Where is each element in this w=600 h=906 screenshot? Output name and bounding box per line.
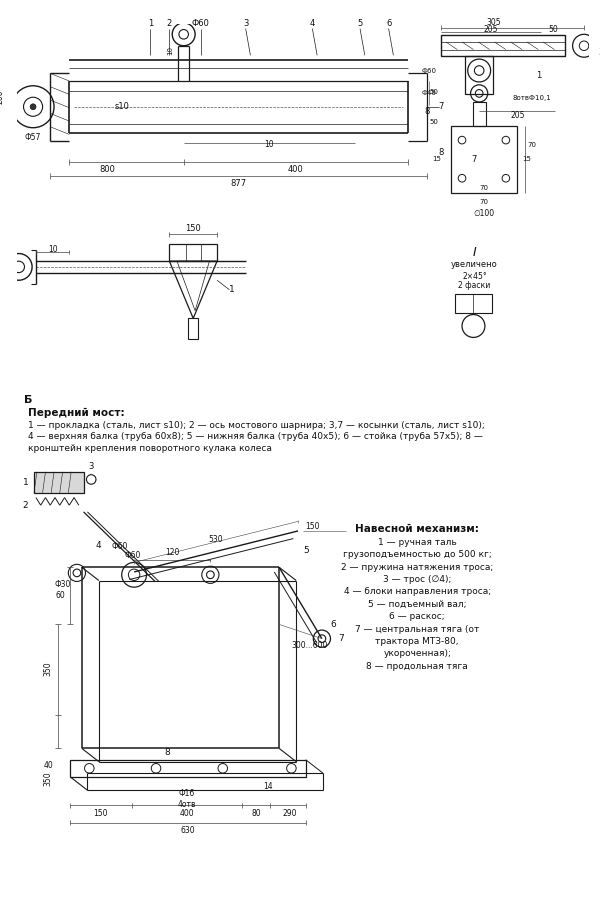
Text: 150: 150 xyxy=(305,522,320,531)
Text: 150: 150 xyxy=(94,808,108,817)
Text: Б: Б xyxy=(25,395,33,405)
Text: Ф30: Ф30 xyxy=(55,580,71,589)
Bar xyxy=(188,318,198,340)
Text: 3: 3 xyxy=(599,48,600,57)
Text: 8: 8 xyxy=(164,747,170,757)
Text: I: I xyxy=(473,246,476,259)
Text: 3: 3 xyxy=(89,462,94,470)
Text: 530: 530 xyxy=(209,535,223,544)
Text: Ф60: Ф60 xyxy=(421,68,436,73)
Text: 8: 8 xyxy=(439,148,444,157)
Text: 400: 400 xyxy=(179,808,194,817)
Bar xyxy=(70,760,305,776)
Text: 4отв: 4отв xyxy=(177,800,196,809)
Text: 205: 205 xyxy=(510,111,524,120)
Text: 350: 350 xyxy=(44,772,53,786)
Text: 800: 800 xyxy=(100,165,115,174)
Text: 8отвФ10,1: 8отвФ10,1 xyxy=(512,95,551,101)
Text: 6: 6 xyxy=(386,19,391,28)
Text: 1 — ручная таль: 1 — ручная таль xyxy=(378,538,457,547)
Text: 10: 10 xyxy=(48,246,58,255)
Text: 7: 7 xyxy=(472,155,477,164)
Text: 4 — блоки направления троса;: 4 — блоки направления троса; xyxy=(344,587,491,596)
Text: 5: 5 xyxy=(358,19,362,28)
Text: 150: 150 xyxy=(185,225,201,233)
Text: Ф57: Ф57 xyxy=(25,133,41,141)
Text: 6: 6 xyxy=(331,620,336,629)
Bar xyxy=(34,472,83,493)
Text: 8 — продольная тяга: 8 — продольная тяга xyxy=(367,661,468,670)
Text: 350: 350 xyxy=(44,662,53,677)
Text: ∅100: ∅100 xyxy=(473,209,494,218)
Text: 290: 290 xyxy=(282,808,297,817)
Bar xyxy=(465,56,493,94)
Bar xyxy=(455,294,491,313)
Text: 1: 1 xyxy=(536,71,541,80)
Text: 877: 877 xyxy=(230,179,246,188)
Text: 305: 305 xyxy=(486,18,501,27)
Text: 3: 3 xyxy=(243,19,248,28)
Text: s10: s10 xyxy=(114,102,129,111)
Text: 630: 630 xyxy=(180,825,195,834)
Text: 120: 120 xyxy=(165,548,179,557)
Text: Ф60: Ф60 xyxy=(192,19,210,28)
Text: 2: 2 xyxy=(167,19,172,28)
Text: 3 — трос (∅4);: 3 — трос (∅4); xyxy=(383,575,451,584)
Text: увеличено: увеличено xyxy=(451,261,498,269)
Text: Ф16: Ф16 xyxy=(178,788,194,797)
Text: 14: 14 xyxy=(263,782,272,791)
Text: 40: 40 xyxy=(43,761,53,770)
Text: 10: 10 xyxy=(265,140,274,149)
Text: кронштейн крепления поворотного кулака колеса: кронштейн крепления поворотного кулака к… xyxy=(28,444,272,452)
Text: 80: 80 xyxy=(251,808,261,817)
Text: 4 — верхняя балка (труба 60х8); 5 — нижняя балка (труба 40х5); 6 — стойка (труба: 4 — верхняя балка (труба 60х8); 5 — нижн… xyxy=(28,432,483,441)
Text: 50: 50 xyxy=(430,119,439,125)
Text: 300...600: 300...600 xyxy=(292,641,328,650)
Text: 7: 7 xyxy=(439,102,444,111)
Text: 60: 60 xyxy=(56,592,65,601)
Text: 6 — раскос;: 6 — раскос; xyxy=(389,612,445,622)
Text: Навесной механизм:: Навесной механизм: xyxy=(355,524,479,534)
Text: 1: 1 xyxy=(148,19,153,28)
Text: Ф60: Ф60 xyxy=(124,551,140,560)
Text: 2×45°: 2×45° xyxy=(462,272,487,281)
Text: грузоподъемностью до 500 кг;: грузоподъемностью до 500 кг; xyxy=(343,550,491,559)
Text: 400: 400 xyxy=(287,165,303,174)
Text: 8: 8 xyxy=(424,107,430,116)
Text: 205: 205 xyxy=(484,25,498,34)
Text: 50: 50 xyxy=(430,90,439,95)
Text: Ф60: Ф60 xyxy=(112,542,128,551)
Bar xyxy=(441,35,565,56)
Text: Ф40: Ф40 xyxy=(421,91,436,96)
Text: 1: 1 xyxy=(23,477,28,487)
Text: 200: 200 xyxy=(0,89,4,103)
Text: 2 фаски: 2 фаски xyxy=(458,282,491,291)
Text: 2 — пружина натяжения троса;: 2 — пружина натяжения троса; xyxy=(341,563,493,572)
Text: 50: 50 xyxy=(548,25,559,34)
Text: 70: 70 xyxy=(479,185,488,191)
Text: 70: 70 xyxy=(479,199,488,205)
Text: 7: 7 xyxy=(338,634,344,643)
Bar xyxy=(473,102,486,126)
Text: 1: 1 xyxy=(229,285,234,294)
Text: 15: 15 xyxy=(523,156,531,162)
Bar xyxy=(451,126,517,193)
Text: 2: 2 xyxy=(23,501,28,510)
Text: 5: 5 xyxy=(303,545,308,554)
Text: трактора МТЗ-80,: трактора МТЗ-80, xyxy=(376,637,459,646)
Text: укороченная);: укороченная); xyxy=(383,650,451,659)
Bar xyxy=(169,244,217,261)
Circle shape xyxy=(30,104,36,110)
Text: 4: 4 xyxy=(310,19,315,28)
Text: 5 — подъемный вал;: 5 — подъемный вал; xyxy=(368,600,466,609)
Text: Передний мост:: Передний мост: xyxy=(28,408,125,418)
Text: 4: 4 xyxy=(95,541,101,550)
Text: 15: 15 xyxy=(432,156,441,162)
Text: 10: 10 xyxy=(167,46,173,55)
Text: 7 — центральная тяга (от: 7 — центральная тяга (от xyxy=(355,624,479,633)
Text: 1 — прокладка (сталь, лист s10); 2 — ось мостового шарнира; 3,7 — косынки (сталь: 1 — прокладка (сталь, лист s10); 2 — ось… xyxy=(28,420,485,429)
Text: 70: 70 xyxy=(527,142,536,148)
